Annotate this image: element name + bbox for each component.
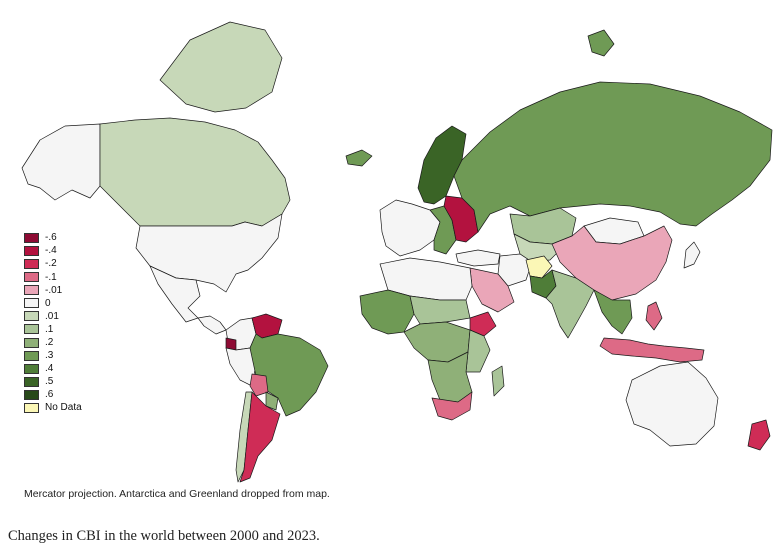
- legend-item: .5: [24, 376, 82, 388]
- region-russia: [453, 81, 773, 233]
- legend-label: -.1: [45, 271, 57, 283]
- region-south-africa: [431, 391, 473, 421]
- legend-item: 0: [24, 297, 82, 309]
- map-legend: -.6 -.4 -.2 -.1 -.01 0.01.1 .2 .3.4.5.6 No Data: [24, 232, 82, 415]
- legend-swatch: [24, 389, 39, 400]
- region-west-africa: [359, 289, 415, 335]
- legend-swatch: [24, 258, 39, 269]
- legend-item: -.6: [24, 232, 82, 244]
- legend-item: .2: [24, 337, 82, 349]
- region-paraguay: [265, 391, 279, 411]
- region-western-europe: [379, 199, 441, 257]
- legend-swatch: [24, 245, 39, 256]
- legend-label: .4: [45, 363, 54, 375]
- legend-item: -.1: [24, 271, 82, 283]
- legend-label: .6: [45, 389, 54, 401]
- figure-caption: Changes in CBI in the world between 2000…: [8, 528, 320, 544]
- region-canada: [99, 117, 291, 227]
- region-australia: [625, 361, 719, 447]
- legend-swatch: [24, 376, 39, 387]
- legend-item: -.2: [24, 258, 82, 270]
- legend-label: 0: [45, 297, 51, 309]
- region-sahel: [409, 295, 471, 325]
- region-canada-arctic-islands: [159, 21, 283, 113]
- region-ethiopia: [469, 311, 497, 337]
- legend-label: -.6: [45, 232, 57, 244]
- region-southeast-asia: [593, 289, 633, 335]
- legend-swatch: [24, 337, 39, 348]
- legend-item: .6: [24, 389, 82, 401]
- legend-label: .01: [45, 310, 59, 322]
- region-mexico: [149, 265, 201, 323]
- legend-item: .3: [24, 350, 82, 362]
- region-central-america: [197, 315, 227, 335]
- legend-swatch: [24, 232, 39, 243]
- legend-label: .5: [45, 376, 54, 388]
- region-iceland: [345, 149, 373, 167]
- legend-item: .4: [24, 363, 82, 375]
- legend-label: -.4: [45, 245, 57, 257]
- region-turkey: [455, 249, 501, 267]
- legend-swatch: [24, 311, 39, 322]
- region-bolivia: [249, 373, 269, 397]
- region-afghanistan: [525, 255, 553, 279]
- legend-swatch: [24, 298, 39, 309]
- legend-item: -.01: [24, 284, 82, 296]
- legend-label: -.2: [45, 258, 57, 270]
- legend-swatch: [24, 285, 39, 296]
- legend-item: -.4: [24, 245, 82, 257]
- region-philippines: [645, 301, 663, 331]
- legend-swatch: [24, 324, 39, 335]
- region-alaska: [21, 123, 101, 201]
- region-indonesia: [599, 337, 705, 363]
- region-india: [545, 269, 595, 339]
- region-new-zealand: [747, 419, 771, 451]
- world-map: [21, 21, 773, 483]
- legend-label: -.01: [45, 284, 63, 296]
- legend-swatch: [24, 363, 39, 374]
- legend-swatch: [24, 402, 39, 413]
- region-saudi-arabia: [469, 267, 515, 313]
- legend-item: No Data: [24, 402, 82, 414]
- legend-item: .01: [24, 311, 82, 323]
- map-note: Mercator projection. Antarctica and Gree…: [24, 488, 330, 500]
- legend-label: No Data: [45, 402, 82, 414]
- region-argentina: [239, 391, 281, 483]
- legend-label: .2: [45, 337, 54, 348]
- legend-swatch: [24, 272, 39, 283]
- legend-label: .3: [45, 350, 54, 362]
- region-japan: [683, 241, 701, 269]
- legend-item: .1: [24, 324, 82, 336]
- legend-label: .1: [45, 323, 54, 335]
- region-madagascar: [491, 365, 505, 397]
- region-east-africa: [465, 329, 491, 373]
- region-scandinavia: [417, 125, 467, 205]
- legend-swatch: [24, 350, 39, 361]
- region-svalbard: [587, 29, 615, 57]
